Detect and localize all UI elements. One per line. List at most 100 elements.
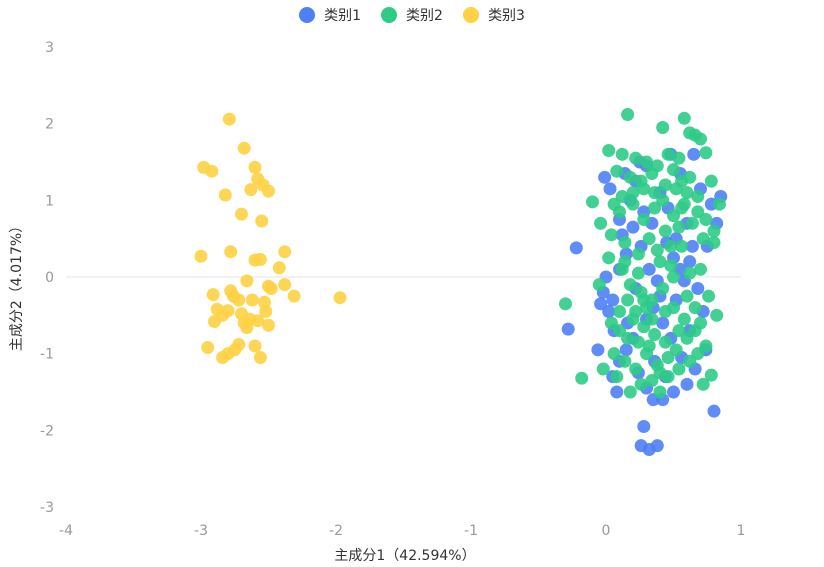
scatter-point-series-2[interactable] [685,216,699,230]
scatter-point-series-3[interactable] [278,278,292,292]
scatter-point-series-2[interactable] [604,316,618,330]
scatter-point-series-2[interactable] [710,308,724,322]
scatter-point-series-1[interactable] [650,439,664,453]
scatter-point-series-3[interactable] [232,337,246,351]
scatter-point-series-2[interactable] [618,236,632,249]
scatter-point-series-2[interactable] [631,266,645,280]
scatter-point-series-2[interactable] [607,347,621,361]
scatter-point-series-1[interactable] [610,385,624,399]
scatter-point-series-3[interactable] [201,341,215,355]
legend-item-series-3[interactable]: 类别3 [462,5,525,25]
scatter-point-series-2[interactable] [661,351,675,364]
scatter-point-series-1[interactable] [598,170,612,184]
legend-item-series-2[interactable]: 类别2 [381,5,443,25]
scatter-point-series-2[interactable] [694,262,707,276]
scatter-point-series-1[interactable] [626,220,640,234]
scatter-point-series-2[interactable] [615,147,629,161]
scatter-point-series-3[interactable] [222,112,236,126]
scatter-point-series-2[interactable] [691,347,705,361]
scatter-point-series-1[interactable] [683,255,697,269]
scatter-point-series-2[interactable] [629,151,643,165]
scatter-point-series-2[interactable] [696,377,710,391]
scatter-point-series-2[interactable] [559,297,572,311]
scatter-point-series-2[interactable] [637,182,651,196]
scatter-point-series-2[interactable] [613,305,626,318]
scatter-point-series-3[interactable] [218,188,232,202]
scatter-point-series-2[interactable] [648,201,662,215]
scatter-point-series-2[interactable] [596,362,610,376]
scatter-point-series-1[interactable] [619,343,633,357]
scatter-point-series-1[interactable] [687,147,701,161]
scatter-point-series-2[interactable] [688,301,702,315]
scatter-point-series-2[interactable] [645,374,659,387]
scatter-point-series-1[interactable] [606,293,620,307]
scatter-point-series-2[interactable] [648,186,662,200]
scatter-point-series-2[interactable] [594,216,608,230]
scatter-point-series-1[interactable] [685,239,699,253]
scatter-point-series-3[interactable] [194,249,208,263]
scatter-point-series-2[interactable] [634,377,648,391]
scatter-point-series-2[interactable] [707,224,721,238]
scatter-point-series-2[interactable] [626,186,640,200]
scatter-point-series-3[interactable] [248,160,262,174]
scatter-point-series-2[interactable] [656,121,670,134]
scatter-point-series-1[interactable] [656,316,670,330]
scatter-point-series-1[interactable] [602,305,616,318]
scatter-point-series-3[interactable] [255,214,269,228]
scatter-point-series-2[interactable] [683,266,697,280]
scatter-point-series-2[interactable] [629,362,643,376]
scatter-point-series-2[interactable] [707,236,721,249]
scatter-point-series-1[interactable] [707,404,721,418]
scatter-point-series-2[interactable] [694,132,707,146]
scatter-point-series-2[interactable] [653,255,667,269]
scatter-point-series-2[interactable] [667,270,680,284]
scatter-point-series-2[interactable] [621,331,635,345]
scatter-point-series-2[interactable] [675,201,689,215]
scatter-point-series-2[interactable] [658,305,672,318]
scatter-point-series-2[interactable] [683,170,697,184]
scatter-point-series-2[interactable] [702,289,716,303]
scatter-point-series-2[interactable] [607,197,621,211]
scatter-point-series-3[interactable] [237,141,251,155]
scatter-point-series-2[interactable] [672,324,686,338]
scatter-point-series-1[interactable] [642,262,656,276]
scatter-point-series-3[interactable] [272,261,286,275]
scatter-point-series-2[interactable] [642,339,656,353]
scatter-point-series-2[interactable] [677,312,691,326]
scatter-point-series-3[interactable] [287,289,301,303]
scatter-point-series-2[interactable] [675,239,689,253]
scatter-point-series-2[interactable] [680,186,694,200]
scatter-point-series-2[interactable] [645,167,659,180]
scatter-point-series-2[interactable] [683,126,697,140]
scatter-point-series-2[interactable] [613,324,626,338]
scatter-point-series-2[interactable] [648,328,662,341]
scatter-point-series-2[interactable] [626,197,640,211]
scatter-point-series-2[interactable] [642,232,656,246]
scatter-point-series-3[interactable] [253,252,267,266]
scatter-point-series-2[interactable] [712,197,726,211]
scatter-point-series-2[interactable] [575,371,589,385]
scatter-point-series-1[interactable] [691,282,705,295]
scatter-point-series-2[interactable] [610,164,624,178]
scatter-point-series-2[interactable] [664,239,678,253]
scatter-point-series-2[interactable] [664,259,678,272]
scatter-point-series-2[interactable] [672,151,686,165]
scatter-point-series-3[interactable] [224,245,238,259]
scatter-point-series-2[interactable] [691,190,705,203]
scatter-point-series-3[interactable] [259,305,273,318]
scatter-point-series-3[interactable] [253,351,267,364]
scatter-point-series-2[interactable] [618,255,632,269]
scatter-point-series-3[interactable] [244,183,258,197]
scatter-point-series-3[interactable] [251,314,265,328]
scatter-point-series-2[interactable] [592,278,606,292]
scatter-point-series-1[interactable] [680,377,694,391]
scatter-point-series-2[interactable] [610,370,624,384]
scatter-point-series-2[interactable] [658,178,672,192]
scatter-point-series-1[interactable] [637,420,651,433]
scatter-point-series-2[interactable] [677,111,691,125]
scatter-point-series-3[interactable] [245,293,259,307]
scatter-point-series-2[interactable] [653,366,667,380]
scatter-point-series-2[interactable] [586,195,599,209]
scatter-point-series-3[interactable] [262,184,275,198]
scatter-point-series-2[interactable] [637,293,651,307]
